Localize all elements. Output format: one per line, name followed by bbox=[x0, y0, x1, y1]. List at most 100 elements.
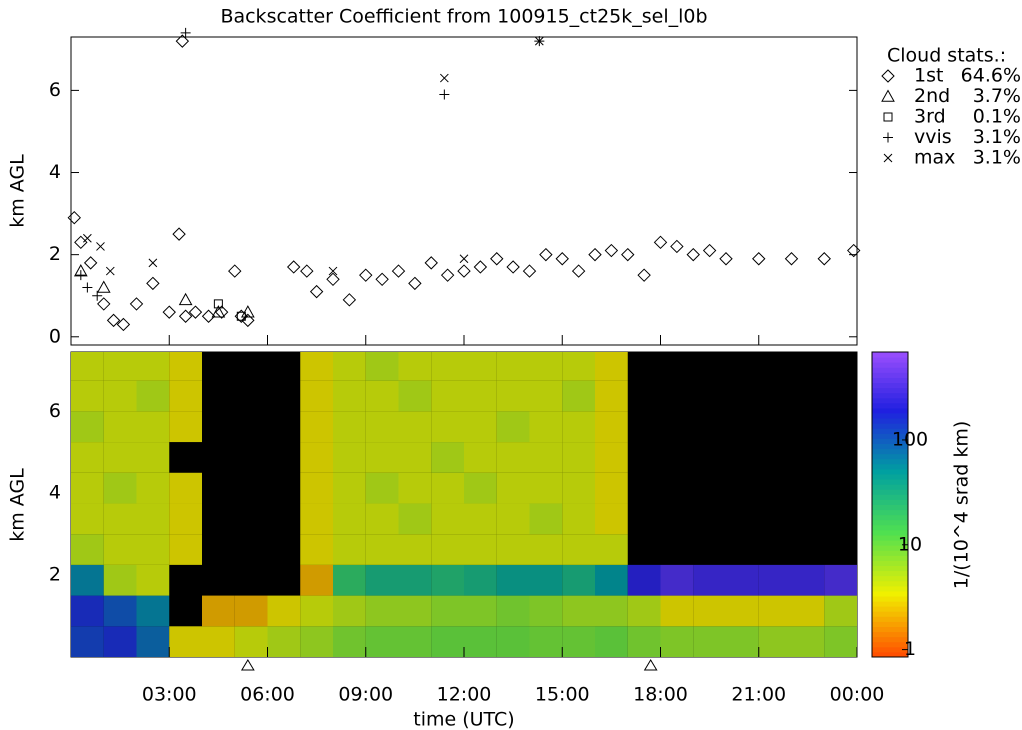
heatmap-cell bbox=[333, 411, 366, 443]
heatmap-cell bbox=[496, 626, 530, 657]
colorbar-swatch bbox=[872, 499, 908, 505]
x-tick-label: 21:00 bbox=[731, 684, 786, 706]
cloud-point bbox=[784, 252, 799, 266]
cloud-point bbox=[847, 243, 861, 258]
heatmap-cell bbox=[529, 380, 563, 412]
x-tick-label: 06:00 bbox=[240, 684, 295, 706]
heatmap-cell bbox=[431, 503, 464, 535]
cloud-point bbox=[188, 305, 203, 319]
heatmap-cell bbox=[202, 595, 235, 627]
heatmap-cell bbox=[71, 595, 104, 627]
colorbar-swatch bbox=[872, 372, 908, 378]
heatmap-cell bbox=[464, 442, 497, 473]
heatmap-cell bbox=[398, 442, 432, 473]
heatmap-cell bbox=[431, 534, 464, 565]
cloud-point bbox=[670, 239, 684, 254]
heatmap-cell bbox=[71, 626, 104, 657]
heatmap-cell bbox=[660, 595, 694, 627]
colorbar-swatch bbox=[872, 407, 908, 414]
cloud-point bbox=[178, 309, 193, 323]
colorbar-swatch bbox=[872, 514, 908, 521]
heatmap-cell bbox=[136, 442, 170, 473]
legend-marker bbox=[883, 112, 893, 122]
legend-label: max bbox=[914, 147, 955, 169]
colorbar-swatch bbox=[872, 453, 908, 460]
heatmap-cell bbox=[595, 534, 628, 565]
x-axis-label: time (UTC) bbox=[413, 709, 514, 730]
y-tick-label: 2 bbox=[49, 564, 61, 586]
heatmap-cell bbox=[267, 626, 301, 657]
colorbar-swatch bbox=[872, 494, 908, 500]
colorbar-swatch bbox=[872, 468, 908, 475]
cloud-point bbox=[105, 266, 115, 276]
colorbar-swatch bbox=[872, 479, 908, 485]
heatmap-cell bbox=[627, 595, 661, 627]
heatmap-cell bbox=[365, 472, 399, 504]
heatmap-cell bbox=[398, 411, 432, 443]
cloud-point bbox=[92, 290, 103, 301]
heatmap-cell bbox=[169, 352, 202, 381]
heatmap-cell bbox=[136, 352, 170, 381]
cloud-point bbox=[213, 299, 223, 309]
heatmap-cell bbox=[595, 503, 628, 535]
colorbar-swatch bbox=[872, 357, 908, 363]
heatmap-cell bbox=[529, 595, 563, 627]
heatmap-cell bbox=[758, 626, 792, 657]
heatmap-cell bbox=[660, 564, 694, 596]
heatmap-cell bbox=[562, 411, 595, 443]
legend-label: 2nd bbox=[914, 85, 950, 107]
heatmap-cell bbox=[562, 472, 595, 504]
heatmap-cell bbox=[71, 564, 104, 596]
heatmap-cell bbox=[136, 564, 170, 596]
colorbar-swatch bbox=[872, 402, 908, 409]
colorbar-swatch bbox=[872, 529, 908, 536]
cloud-point bbox=[522, 264, 537, 278]
legend-label: vvis bbox=[914, 126, 952, 148]
cloud-point bbox=[439, 89, 450, 100]
heatmap-cell bbox=[496, 472, 530, 504]
heatmap-cell bbox=[333, 472, 366, 504]
heatmap-cell bbox=[398, 380, 432, 412]
heatmap-cell bbox=[464, 564, 497, 596]
heatmap-cell bbox=[103, 411, 137, 443]
colorbar-swatch bbox=[872, 580, 908, 587]
cloud-point bbox=[408, 276, 422, 291]
heatmap-cell bbox=[136, 626, 170, 657]
heatmap-cell bbox=[398, 534, 432, 565]
heatmap-cell bbox=[300, 352, 333, 381]
heatmap-cell bbox=[103, 626, 137, 657]
heatmap-cell bbox=[529, 442, 563, 473]
cloud-point bbox=[286, 260, 301, 274]
heatmap-cell bbox=[365, 503, 399, 535]
heatmap-cell bbox=[365, 352, 399, 381]
cloud-point bbox=[172, 227, 186, 241]
heatmap-cell bbox=[333, 564, 366, 596]
heatmap-cell bbox=[333, 352, 366, 381]
cloud-point bbox=[457, 264, 471, 278]
colorbar-swatch bbox=[872, 418, 908, 424]
heatmap-cell bbox=[136, 380, 170, 412]
heatmap-cell bbox=[562, 352, 595, 381]
cloud-point bbox=[211, 305, 226, 318]
heatmap-cell bbox=[333, 380, 366, 412]
heatmap-cell bbox=[136, 472, 170, 504]
heatmap-cell bbox=[169, 380, 202, 412]
heatmap-cell bbox=[496, 442, 530, 473]
cloud-point bbox=[424, 256, 438, 270]
cloud-point bbox=[241, 305, 255, 318]
legend-value: 0.1% bbox=[973, 106, 1021, 128]
heatmap-cell bbox=[333, 534, 366, 565]
cloud-point bbox=[391, 264, 406, 278]
heatmap-cell bbox=[529, 503, 563, 535]
heatmap-cell bbox=[431, 380, 464, 412]
cloud-point bbox=[752, 252, 766, 266]
cloud-point bbox=[686, 247, 700, 262]
colorbar-swatch bbox=[872, 474, 908, 480]
y-tick-label: 2 bbox=[49, 243, 61, 265]
cloud-point bbox=[214, 305, 229, 319]
colorbar-swatch bbox=[872, 463, 908, 470]
colorbar-swatch bbox=[872, 509, 908, 516]
heatmap-cell bbox=[791, 595, 825, 627]
heatmap-cell bbox=[71, 503, 104, 535]
